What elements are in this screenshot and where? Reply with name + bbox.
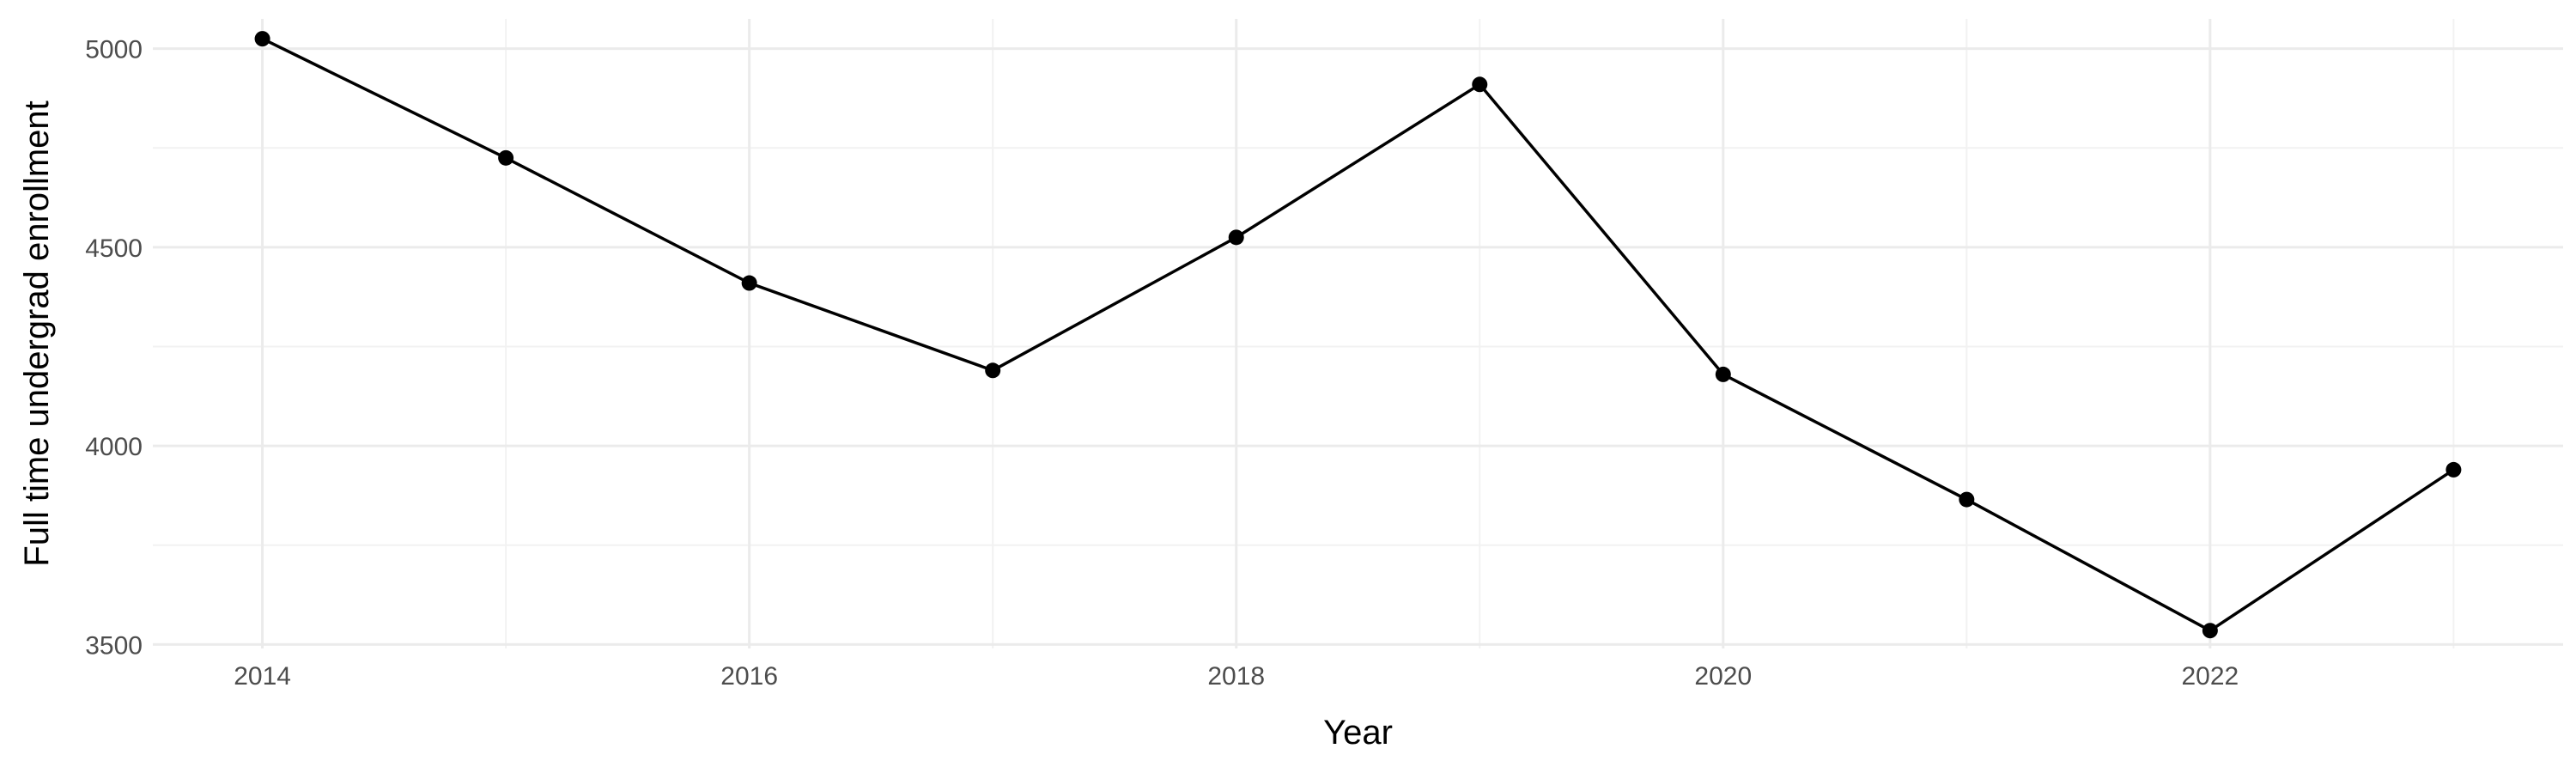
data-point [1959, 491, 1975, 508]
y-axis-tick-labels: 3500 4000 4500 5000 [85, 36, 143, 660]
data-point [741, 275, 757, 291]
y-tick-label: 5000 [85, 36, 143, 64]
y-tick-label: 3500 [85, 631, 143, 660]
y-tick-label: 4000 [85, 433, 143, 461]
x-axis-tick-labels: 2014 2016 2018 2020 2022 [234, 662, 2239, 691]
data-point [2202, 623, 2218, 639]
data-point [254, 31, 270, 47]
data-point [2445, 461, 2462, 478]
y-axis-title: Full time undergrad enrollment [18, 100, 56, 566]
x-tick-label: 2016 [720, 662, 778, 691]
x-tick-label: 2014 [234, 662, 291, 691]
x-tick-label: 2022 [2181, 662, 2239, 691]
minor-gridlines [153, 19, 2563, 648]
series-line [261, 37, 2455, 633]
x-tick-label: 2018 [1207, 662, 1265, 691]
data-point [498, 149, 514, 166]
y-tick-label: 4500 [85, 234, 143, 263]
x-tick-label: 2020 [1694, 662, 1752, 691]
data-points [254, 31, 2462, 639]
data-point [1228, 229, 1244, 246]
data-point [985, 362, 1001, 379]
major-gridlines [153, 19, 2563, 648]
x-axis-title: Year [1323, 714, 1393, 752]
data-point [1715, 366, 1731, 382]
data-point [1472, 76, 1488, 93]
